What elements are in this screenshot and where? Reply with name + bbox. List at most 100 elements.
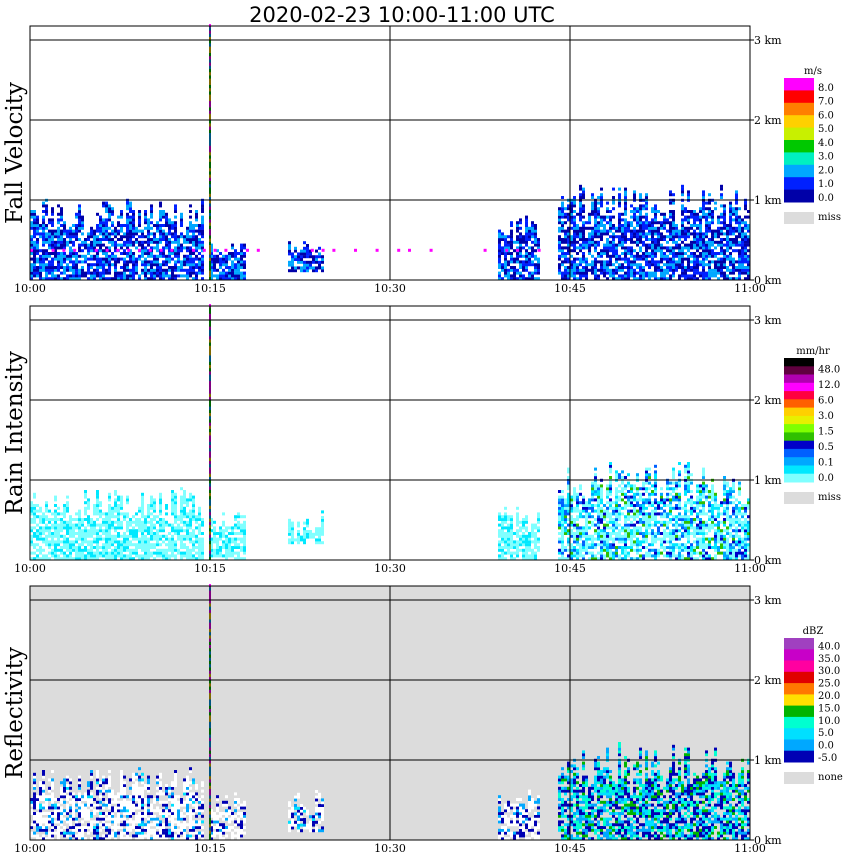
echo-cell: [672, 221, 675, 225]
echo-cell: [624, 492, 627, 496]
echo-cell: [636, 266, 639, 269]
echo-cell: [672, 235, 675, 239]
echo-cell: [174, 515, 177, 519]
echo-cell: [168, 268, 171, 272]
echo-cell: [144, 221, 147, 225]
echo-cell: [678, 232, 681, 236]
echo-cell: [597, 221, 600, 225]
echo-cell: [645, 512, 648, 516]
echo-cell: [609, 532, 612, 535]
echo-cell: [30, 537, 33, 541]
echo-cell: [654, 226, 657, 230]
echo-cell: [228, 551, 231, 555]
echo-cell: [615, 506, 618, 510]
echo-cell: [639, 238, 642, 241]
echo-cell: [579, 210, 582, 213]
echo-cell: [657, 501, 660, 505]
echo-cell: [501, 252, 504, 255]
echo-cell: [318, 246, 321, 250]
echo-cell: [534, 526, 537, 530]
echo-cell: [141, 512, 144, 516]
echo-cell: [135, 520, 138, 524]
echo-cell: [156, 249, 159, 253]
echo-cell: [69, 546, 72, 549]
echo-cell: [567, 232, 570, 236]
echo-cell: [657, 268, 660, 272]
echo-cell: [678, 484, 681, 488]
echo-cell: [90, 229, 93, 233]
echo-cell: [192, 506, 195, 510]
echo-cell: [75, 266, 78, 269]
echo-cell: [42, 260, 45, 264]
echo-cell: [660, 260, 663, 264]
echo-cell: [669, 229, 672, 233]
echo-cell: [129, 204, 132, 208]
echo-cell: [729, 215, 732, 219]
colorbar-label: 3.0: [818, 152, 834, 163]
echo-cell: [507, 515, 510, 519]
echo-cell: [636, 504, 639, 507]
echo-cell: [231, 266, 234, 269]
echo-cell: [573, 274, 576, 278]
echo-cell: [531, 235, 534, 239]
echo-cell: [633, 210, 636, 213]
echo-cell: [705, 232, 708, 236]
echo-cell: [57, 512, 60, 516]
echo-cell: [666, 487, 669, 491]
echo-cell: [66, 540, 69, 544]
echo-cell: [513, 557, 516, 561]
echo-cell: [42, 532, 45, 535]
echo-cell: [174, 518, 177, 521]
echo-cell: [132, 210, 135, 213]
echo-cell: [90, 277, 93, 281]
echo-cell: [132, 268, 135, 272]
echo-cell: [600, 271, 603, 275]
echo-cell: [132, 260, 135, 264]
echo-cell: [120, 512, 123, 516]
echo-cell: [165, 235, 168, 239]
echo-cell: [156, 274, 159, 278]
echo-cell: [588, 515, 591, 519]
echo-cell: [72, 274, 75, 278]
echo-cell: [108, 277, 111, 281]
echo-cell: [573, 523, 576, 527]
echo-cell: [618, 495, 621, 499]
echo-cell: [606, 490, 609, 493]
echo-cell: [183, 263, 186, 267]
echo-cell: [609, 526, 612, 530]
echo-cell: [579, 274, 582, 278]
echo-cell: [90, 551, 93, 555]
echo-cell: [702, 249, 705, 253]
echo-cell: [693, 218, 696, 222]
echo-cell: [39, 532, 42, 535]
echo-cell: [219, 537, 222, 541]
echo-cell: [525, 548, 528, 552]
echo-cell: [132, 235, 135, 239]
echo-cell: [51, 534, 54, 538]
echo-cell: [42, 268, 45, 272]
echo-cell: [714, 274, 717, 278]
echo-cell: [558, 221, 561, 225]
echo-cell: [81, 520, 84, 524]
echo-cell: [129, 201, 132, 205]
echo-cell: [747, 215, 750, 219]
echo-cell: [582, 257, 585, 261]
echo-cell: [648, 229, 651, 233]
echo-cell: [537, 238, 540, 241]
echo-cell: [597, 235, 600, 239]
echo-cell: [576, 537, 579, 541]
echo-cell: [102, 518, 105, 521]
echo-cell: [522, 532, 525, 535]
echo-cell: [537, 515, 540, 519]
echo-cell: [114, 534, 117, 538]
echo-cell: [639, 221, 642, 225]
echo-cell: [585, 277, 588, 281]
echo-cell: [202, 248, 206, 252]
echo-cell: [636, 257, 639, 261]
echo-cell: [42, 224, 45, 227]
echo-cell: [615, 476, 618, 479]
echo-cell: [654, 212, 657, 216]
echo-cell: [174, 210, 177, 213]
echo-cell: [627, 504, 630, 507]
echo-cell: [186, 551, 189, 555]
